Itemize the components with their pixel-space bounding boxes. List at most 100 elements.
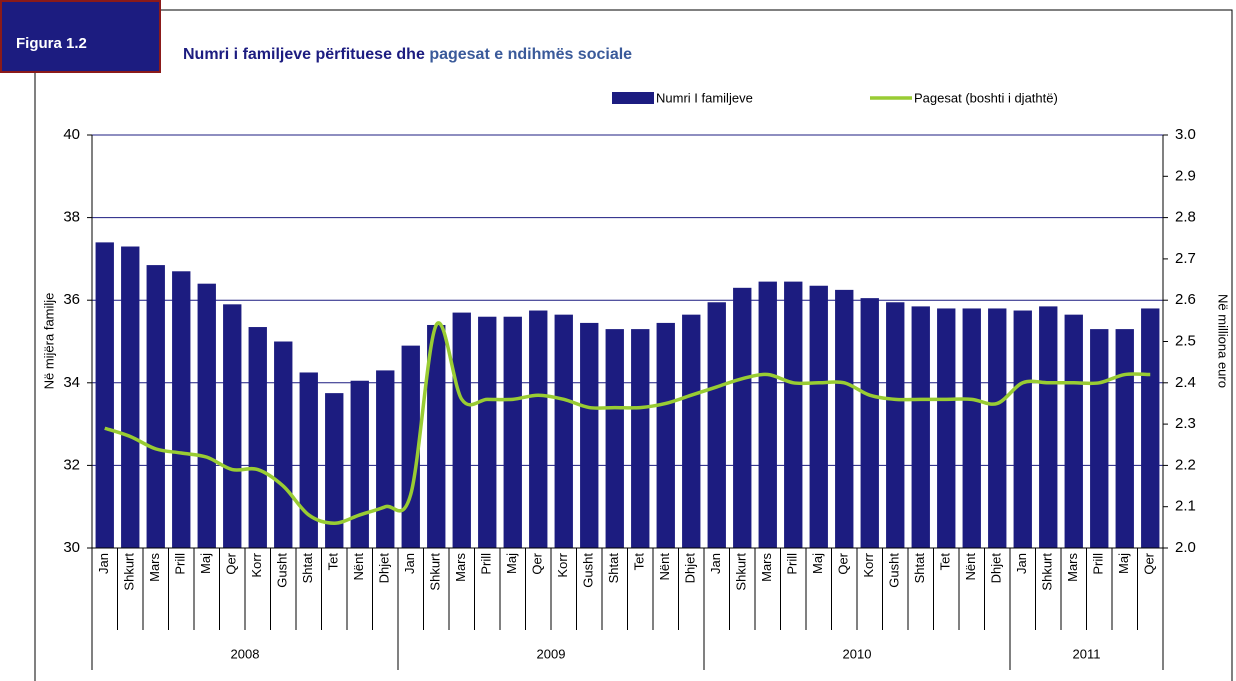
x-tick-label: Korr	[555, 552, 570, 577]
y2-tick-label: 2.7	[1175, 250, 1196, 267]
frame	[34, 9, 1233, 681]
bar	[172, 271, 191, 548]
bar	[1013, 310, 1032, 548]
bar	[299, 372, 318, 548]
year-label: 2011	[1073, 646, 1101, 661]
x-tick-label: Tet	[632, 553, 647, 571]
bar	[325, 393, 344, 548]
x-tick-label: Shkurt	[122, 553, 137, 591]
x-tick-label: Qer	[1142, 552, 1157, 574]
bar	[937, 308, 956, 548]
year-label: 2009	[537, 646, 566, 661]
x-tick-label: Shkurt	[734, 553, 749, 591]
title-part: pagesat e ndihmës sociale	[429, 46, 632, 63]
bar	[1090, 329, 1109, 548]
x-tick-label: Shtat	[300, 553, 315, 584]
x-tick-label: Nënt	[657, 553, 672, 581]
x-tick-label: Gusht	[581, 553, 596, 588]
bar	[911, 306, 930, 548]
x-tick-label: Maj	[1116, 553, 1131, 574]
y-axis-label: Në mijëra familje	[41, 293, 56, 390]
y2-tick-label: 2.0	[1175, 539, 1196, 556]
line	[104, 321, 1151, 525]
year-label: 2010	[843, 646, 872, 661]
bar	[478, 316, 497, 548]
x-tick-label: Prill	[173, 553, 188, 575]
y2-tick-label: 2.1	[1175, 498, 1196, 515]
bar	[427, 324, 446, 548]
bar	[503, 316, 522, 548]
year-label: 2008	[231, 646, 260, 661]
y2-tick-label: 2.6	[1175, 291, 1196, 308]
x-tick-label: Gusht	[887, 553, 902, 588]
x-tick-label: Maj	[198, 553, 213, 574]
y2-tick-label: 2.5	[1175, 332, 1196, 349]
bar	[809, 285, 828, 548]
bar	[248, 327, 267, 548]
y-tick-label: 32	[63, 456, 80, 473]
x-tick-label: Nënt	[351, 553, 366, 581]
x-tick-label: Gusht	[275, 553, 290, 588]
bar	[656, 322, 675, 548]
bar	[452, 312, 471, 548]
bar	[376, 370, 395, 548]
x-tick-label: Korr	[861, 552, 876, 577]
bar	[580, 322, 599, 548]
y2-tick-label: 2.3	[1175, 415, 1196, 432]
bar	[860, 298, 879, 548]
bar	[758, 281, 777, 548]
y2-tick-label: 2.2	[1175, 456, 1196, 473]
bar	[962, 308, 981, 548]
title-part: Numri i familjeve përfituese dhe	[183, 46, 425, 63]
bar	[835, 289, 854, 548]
y2-tick-label: 2.8	[1175, 209, 1196, 226]
bar	[784, 281, 803, 548]
x-tick-label: Shtat	[912, 553, 927, 584]
x-tick-label: Tet	[938, 553, 953, 571]
figure-label: Figura 1.2	[16, 35, 87, 52]
bar	[223, 304, 242, 548]
x-tick-label: Qer	[530, 552, 545, 574]
x-tick-label: Qer	[224, 552, 239, 574]
bar	[605, 329, 624, 548]
legend-label: Pagesat (boshti i djathtë)	[914, 90, 1058, 105]
legend-swatch	[612, 92, 654, 104]
y2-tick-label: 3.0	[1175, 126, 1196, 143]
x-tick-label: Tet	[326, 553, 341, 571]
legend-label: Numri I familjeve	[656, 90, 753, 105]
bar	[1064, 314, 1083, 548]
chart-title: Numri i familjeve përfituese dhe pagesat…	[183, 46, 632, 63]
x-tick-label: Prill	[479, 553, 494, 575]
x-tick-label: Jan	[1014, 553, 1029, 574]
figure-box	[0, 0, 161, 73]
y2-tick-label: 2.4	[1175, 374, 1196, 391]
x-tick-label: Dhjet	[377, 553, 392, 584]
x-tick-label: Jan	[402, 553, 417, 574]
x-tick-label: Nënt	[963, 553, 978, 581]
bar	[529, 310, 548, 548]
y-tick-label: 30	[63, 539, 80, 556]
bar	[1141, 308, 1160, 548]
y2-axis-label: Në milliona euro	[1216, 294, 1231, 388]
bar	[554, 314, 573, 548]
x-tick-label: Qer	[836, 552, 851, 574]
bar	[886, 302, 905, 548]
x-tick-label: Prill	[785, 553, 800, 575]
y-tick-label: 38	[63, 209, 80, 226]
x-tick-label: Mars	[1065, 553, 1080, 582]
x-tick-label: Dhjet	[683, 553, 698, 584]
x-tick-label: Dhjet	[989, 553, 1004, 584]
x-tick-label: Mars	[147, 553, 162, 582]
x-tick-label: Jan	[96, 553, 111, 574]
x-tick-label: Korr	[249, 552, 264, 577]
x-tick-label: Maj	[810, 553, 825, 574]
bar	[350, 380, 369, 548]
bar	[401, 345, 420, 548]
x-tick-label: Mars	[759, 553, 774, 582]
bar	[682, 314, 701, 548]
bar	[707, 302, 726, 548]
y-tick-label: 36	[63, 291, 80, 308]
bar	[631, 329, 650, 548]
x-tick-label: Jan	[708, 553, 723, 574]
